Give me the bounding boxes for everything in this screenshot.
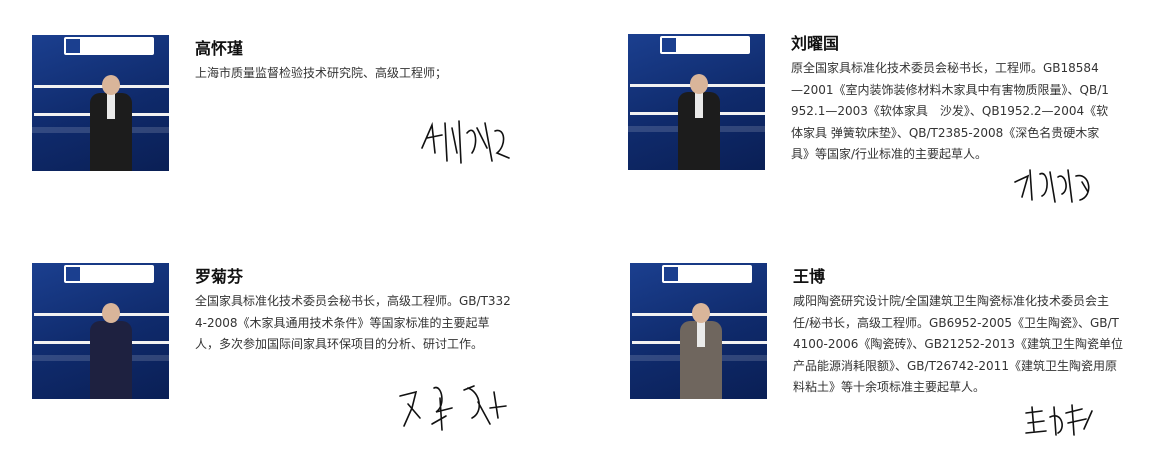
signature-image [1010, 162, 1100, 207]
person-name: 王博 [793, 267, 826, 286]
signature-image [1022, 399, 1102, 439]
person-description: 全国家具标准化技术委员会秘书长，高级工程师。GB/T3324-2008《木家具通… [195, 294, 511, 351]
person-description: 上海市质量监督检验技术研究院、高级工程师； [195, 66, 448, 80]
profile-photo [630, 263, 767, 399]
person-description: 原全国家具标准化技术委员会秘书长，工程师。GB18584—2001《室内装饰装修… [791, 61, 1109, 161]
profile-card-liu: 刘曜国 原全国家具标准化技术委员会秘书长，工程师。GB18584—2001《室内… [628, 30, 1155, 230]
person-name: 高怀瑾 [195, 39, 244, 58]
profile-card-wang: 王博 咸阳陶瓷研究设计院/全国建筑卫生陶瓷标准化技术委员会主任/秘书长，高级工程… [630, 263, 1155, 463]
profile-photo [628, 34, 765, 170]
signature-luo [399, 385, 507, 431]
profile-card-gao: 高怀瑾 上海市质量监督检验技术研究院、高级工程师； [32, 35, 592, 235]
person-description: 咸阳陶瓷研究设计院/全国建筑卫生陶瓷标准化技术委员会主任/秘书长，高级工程师。G… [793, 294, 1123, 394]
signature-gao [421, 120, 510, 164]
signature-image [417, 113, 517, 168]
person-name: 罗菊芬 [195, 267, 244, 286]
person-name: 刘曜国 [791, 34, 840, 53]
profile-photo [32, 35, 169, 171]
profile-card-luo: 罗菊芬 全国家具标准化技术委员会秘书长，高级工程师。GB/T3324-2008《… [32, 263, 592, 463]
signature-image [394, 378, 514, 433]
signature-wang [1025, 404, 1093, 436]
profile-photo [32, 263, 169, 399]
signature-liu [1014, 169, 1090, 203]
